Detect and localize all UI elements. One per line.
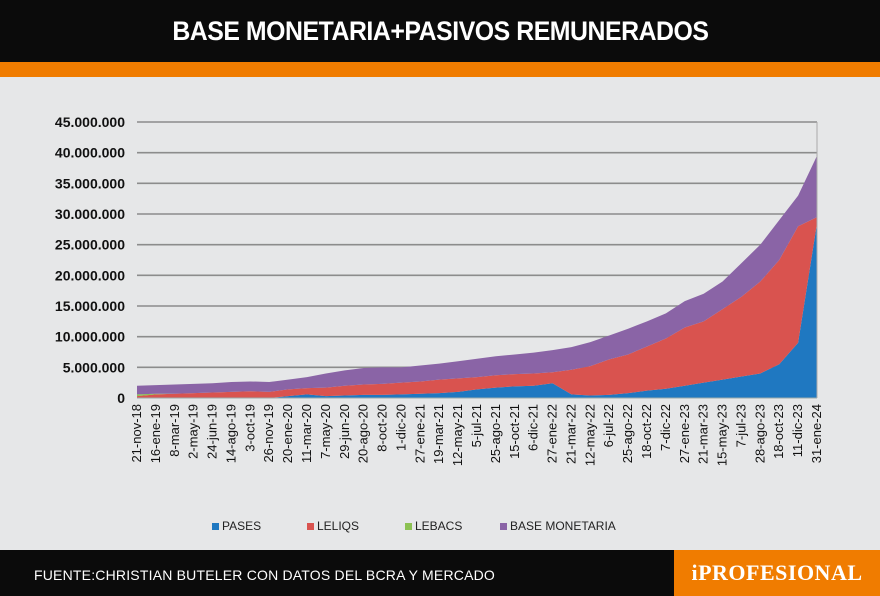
x-tick-label: 27-ene-21 [412,404,427,463]
y-tick-label: 35.000.000 [55,175,125,191]
y-tick-label: 40.000.000 [55,145,125,161]
x-tick-label: 6-dic-21 [526,404,541,451]
x-tick-label: 12-may-22 [582,404,597,466]
series-area-base-monetaria [137,155,817,395]
y-tick-label: 0 [117,390,125,406]
stacked-area-chart: 0 5.000.000 10.000.000 15.000.000 20.000.000… [55,114,824,466]
x-tick-label: 7-dic-22 [658,404,673,451]
x-tick-label: 15-may-23 [715,404,730,466]
x-tick-label: 20-ago-20 [356,404,371,463]
y-tick-label: 5.000.000 [63,359,125,375]
x-tick-label: 18-oct-22 [639,404,654,459]
series-area-pases [137,223,817,398]
legend: PASES LELIQS LEBACS BASE MONETARIA [0,519,880,535]
header-bar: BASE MONETARIA+PASIVOS REMUNERADOS [0,0,880,62]
x-tick-label: 7-jul-23 [733,404,748,447]
x-tick-label: 27-ene-23 [677,404,692,463]
legend-label: LEBACS [415,519,463,533]
y-tick-label: 10.000.000 [55,329,125,345]
x-tick-label: 26-nov-19 [261,404,276,463]
x-tick-label: 1-dic-20 [393,404,408,451]
x-tick-label: 8-mar-19 [167,404,182,457]
x-tick-label: 12-may-21 [450,404,465,466]
legend-swatch [500,522,507,530]
x-tick-label: 6-jul-22 [601,404,616,447]
legend-swatch [212,522,219,530]
x-tick-label: 5-jul-21 [469,404,484,447]
x-tick-label: 18-oct-23 [771,404,786,459]
legend-item: PASES [212,519,261,533]
legend-item: BASE MONETARIA [500,519,616,533]
x-tick-label: 29-jun-20 [337,404,352,459]
x-tick-label: 27-ene-22 [545,404,560,463]
x-tick-label: 8-oct-20 [375,404,390,452]
accent-stripe [0,62,880,77]
x-tick-label: 28-ago-23 [752,404,767,463]
x-tick-label: 3-oct-19 [242,404,257,452]
x-tick-label: 2-may-19 [186,404,201,459]
y-tick-label: 15.000.000 [55,298,125,314]
x-tick-label: 21-mar-22 [563,404,578,464]
x-tick-label: 21-nov-18 [129,404,144,463]
series-area-leliqs [137,217,817,398]
legend-item: LEBACS [405,519,462,533]
legend-label: LELIQS [317,519,360,533]
x-tick-label: 25-ago-22 [620,404,635,463]
x-tick-label: 25-ago-21 [488,404,503,463]
y-tick-label: 45.000.000 [55,114,125,130]
x-tick-label: 20-ene-20 [280,404,295,463]
x-tick-label: 24-jun-19 [205,404,220,459]
chart-title: BASE MONETARIA+PASIVOS REMUNERADOS [171,15,709,46]
x-tick-label: 7-may-20 [318,404,333,459]
y-tick-label: 30.000.000 [55,206,125,222]
x-tick-label: 11-dic-23 [790,404,805,457]
legend-label: BASE MONETARIA [510,519,616,533]
legend-swatch [307,522,314,530]
y-tick-label: 20.000.000 [55,267,125,283]
x-tick-label: 19-mar-21 [431,404,446,464]
legend-swatch [405,522,412,530]
legend-label: PASES [222,519,262,533]
x-tick-label: 21-mar-23 [696,404,711,464]
legend-item: LELIQS [307,519,359,533]
x-tick-label: 15-oct-21 [507,404,522,459]
x-tick-label: 31-ene-24 [809,404,824,463]
source-note: FUENTE:CHRISTIAN BUTELER CON DATOS DEL B… [34,567,496,583]
footer-bar: FUENTE:CHRISTIAN BUTELER CON DATOS DEL B… [0,550,880,596]
x-tick-label: 16-ene-19 [148,404,163,463]
iprofesional-logo: iPROFESIONAL [674,550,880,596]
y-tick-label: 25.000.000 [55,237,125,253]
x-tick-label: 11-mar-20 [299,404,314,463]
x-tick-label: 14-ago-19 [223,404,238,463]
